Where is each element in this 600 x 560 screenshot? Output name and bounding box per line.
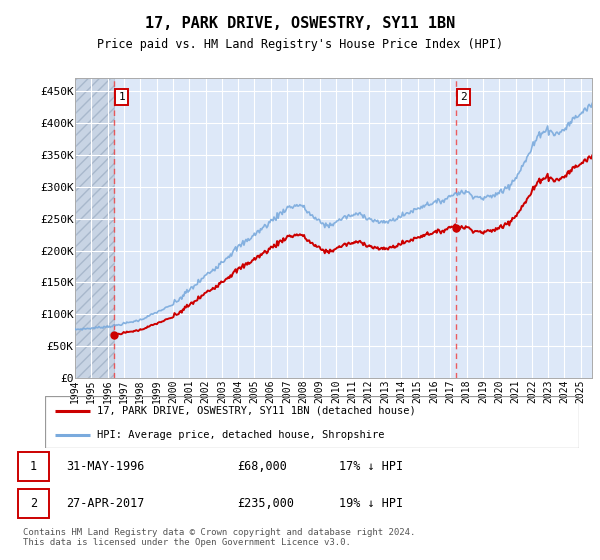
Text: 19% ↓ HPI: 19% ↓ HPI bbox=[339, 497, 403, 510]
Bar bbox=[18, 452, 49, 482]
Text: Price paid vs. HM Land Registry's House Price Index (HPI): Price paid vs. HM Land Registry's House … bbox=[97, 38, 503, 50]
Text: £68,000: £68,000 bbox=[237, 460, 287, 473]
Text: HPI: Average price, detached house, Shropshire: HPI: Average price, detached house, Shro… bbox=[97, 430, 385, 440]
Text: 1: 1 bbox=[30, 460, 37, 473]
Text: 17, PARK DRIVE, OSWESTRY, SY11 1BN: 17, PARK DRIVE, OSWESTRY, SY11 1BN bbox=[145, 16, 455, 31]
Text: 27-APR-2017: 27-APR-2017 bbox=[66, 497, 145, 510]
Text: 1: 1 bbox=[119, 92, 125, 102]
Text: £235,000: £235,000 bbox=[237, 497, 294, 510]
Bar bbox=[75, 78, 115, 378]
Text: Contains HM Land Registry data © Crown copyright and database right 2024.
This d: Contains HM Land Registry data © Crown c… bbox=[23, 528, 415, 547]
Text: 2: 2 bbox=[30, 497, 37, 510]
Text: 17, PARK DRIVE, OSWESTRY, SY11 1BN (detached house): 17, PARK DRIVE, OSWESTRY, SY11 1BN (deta… bbox=[97, 406, 416, 416]
Text: 17% ↓ HPI: 17% ↓ HPI bbox=[339, 460, 403, 473]
Text: 31-MAY-1996: 31-MAY-1996 bbox=[66, 460, 145, 473]
Bar bbox=[18, 489, 49, 518]
Text: 2: 2 bbox=[460, 92, 466, 102]
